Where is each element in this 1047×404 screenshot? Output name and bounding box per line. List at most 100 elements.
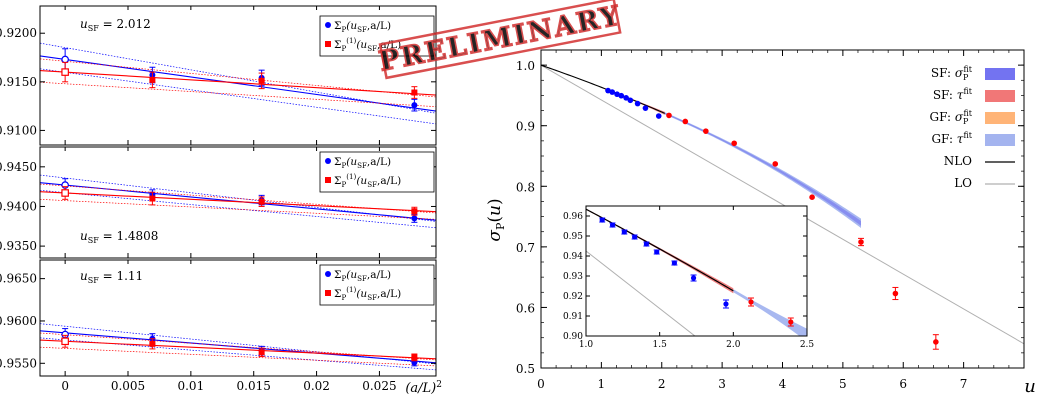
legend: ΣP​(uSF​,a/L)ΣP​(1)​(uSF​,a/L) [319,15,435,57]
y-tick-label: 0.93 [563,272,583,282]
x-tick-label: 0 [61,379,69,393]
y-tick-label: 0.9600 [0,314,37,328]
data-point [411,354,418,361]
legend: SF: σPfit SF: τfit GF: σPfit GF: τfit NLO LO [930,65,1015,190]
legend-box [319,15,435,57]
fit-band-upper [40,183,436,214]
legend-entry: ΣP​(uSF​,a/L) [334,20,391,34]
data-point [690,275,697,281]
data-point [623,95,629,101]
y-tick-label: 0.92 [563,292,583,302]
x-tick-label: 2.0 [726,340,741,350]
legend-swatch [985,134,1015,146]
data-point [933,339,939,345]
x-tick-label: 1.5 [653,340,668,350]
data-point [599,217,605,223]
legend-swatch [985,112,1015,124]
data-point [411,208,418,215]
y-tick-label: 0.6 [516,301,535,315]
plot-area [40,174,436,229]
x-tick-label: 4 [779,377,787,391]
data-point [634,100,641,107]
data-point [682,118,689,125]
panel-middle-left: 0.9350 0.9400 0.9450 uSF = 1.4808 ΣP​(uSF​,a… [0,146,437,259]
legend-entry: SF: σPfit [931,65,973,82]
legend-entry: ΣP​(1)​(uSF​,a/L) [334,172,401,189]
y-tick-label: 0.9350 [0,239,37,253]
x-tick-label: 3 [718,377,726,391]
y-tick-label: 0.9650 [0,272,37,286]
data-point [642,105,649,111]
axes-frame [39,5,437,146]
x-axis-label: (a/L)2 [405,380,442,396]
data-point [892,290,899,297]
data-point [703,128,709,134]
legend-marker [325,290,331,296]
u-value-annotation: uSF = 1.4808 [80,229,158,245]
x-tick-label: 0.01 [177,379,204,393]
panel-bottom-left: 0.9550 0.9600 0.9650 0 0.005 0.01 0.015 0.02 0.0… [0,259,442,396]
x-tick-label: 0.02 [303,379,330,393]
data-point [748,299,754,305]
y-tick-label: 0.95 [563,232,583,242]
data-point [149,76,156,83]
y-tick-label: 0.9550 [0,356,37,370]
x-tick-label: 1 [598,377,606,391]
data-point [411,102,418,109]
data-point [258,77,265,84]
y-tick-label: 0.96 [563,212,583,222]
data-point [411,89,418,96]
data-point [666,112,672,119]
x-tick-label: 1.0 [579,340,594,350]
fit-band-upper [40,323,436,365]
y-tick-label: 1.0 [516,59,535,73]
extrapolated-point [61,68,69,76]
data-point [614,91,620,98]
y-tick-label: 0.9200 [0,26,37,40]
data-point [632,234,638,240]
legend-swatch [985,90,1015,102]
data-point [618,92,625,99]
plot-area [40,323,436,371]
y-tick-label: 0.9100 [0,123,37,137]
panel-right: 0 1 2 3 4 5 6 7 0.5 0.6 0.7 0.8 0.9 1.0 u σP(u) SF: σPfi… [485,49,1036,397]
nlo-line [541,64,665,114]
legend-marker [325,22,331,28]
legend-entry: ΣP​(1)​(uSF​,a/L) [334,285,401,302]
y-axis-label: σP(u) [485,198,507,241]
lo-line [541,64,1024,345]
data-point [643,241,650,247]
preliminary-watermark: PRELIMINARY [376,0,625,80]
data-point [411,215,418,222]
extrapolated-point [61,337,69,346]
legend-marker [325,177,331,183]
extrapolated-point [61,55,69,64]
x-axis-label: u [1024,376,1036,397]
data-point [149,340,156,347]
fit-band-upper [40,58,436,98]
fit-line [40,69,436,96]
legend-entry: ΣP​(uSF​,a/L) [334,269,391,283]
legend: ΣP​(uSF​,a/L) ΣP​(1)​(uSF​,a/L) [319,264,435,306]
data-point [731,140,737,147]
fit-band-lower [40,198,436,220]
y-tick-label: 0.7 [516,241,535,255]
legend-box [319,264,435,306]
y-tick-label: 0.9 [516,120,535,134]
x-tick-label: 2.5 [800,340,815,350]
data-point [609,222,616,228]
legend-marker [325,158,331,164]
data-point [609,89,616,95]
fit-band-lower [40,68,436,125]
data-point [654,249,660,255]
x-tick-label: 0 [537,377,545,391]
y-tick-label: 0.90 [563,332,583,342]
x-tick-label: 2 [658,377,666,391]
data-point [655,113,662,119]
x-tick-label: 0.005 [111,379,145,393]
data-point [621,229,627,235]
data-point [772,161,779,167]
data-point [858,239,864,245]
data-point [671,260,678,266]
legend-box [319,151,435,193]
